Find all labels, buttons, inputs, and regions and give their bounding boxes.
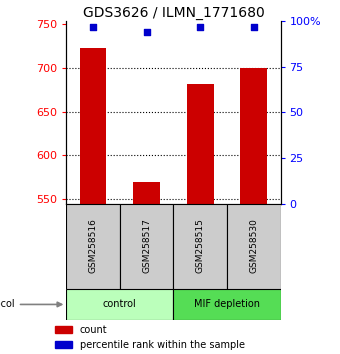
Text: protocol: protocol [0, 299, 62, 309]
Bar [55, 341, 72, 348]
Bar [80, 48, 106, 204]
Text: percentile rank within the sample: percentile rank within the sample [80, 339, 245, 350]
Bar [173, 289, 280, 320]
Bar [55, 326, 72, 333]
Bar [120, 204, 173, 289]
Point [198, 24, 203, 29]
Point [144, 29, 149, 35]
Text: count: count [80, 325, 107, 335]
Bar [187, 84, 214, 204]
Bar [133, 182, 160, 204]
Point [90, 24, 96, 29]
Text: MIF depletion: MIF depletion [194, 299, 260, 309]
Text: control: control [103, 299, 137, 309]
Bar [66, 289, 173, 320]
Text: GSM258516: GSM258516 [89, 218, 98, 274]
Point [251, 24, 256, 29]
Bar [66, 204, 120, 289]
Bar [240, 68, 267, 204]
Bar [227, 204, 280, 289]
Title: GDS3626 / ILMN_1771680: GDS3626 / ILMN_1771680 [83, 6, 264, 20]
Text: GSM258530: GSM258530 [249, 218, 258, 274]
Text: GSM258515: GSM258515 [196, 218, 205, 274]
Text: GSM258517: GSM258517 [142, 218, 151, 274]
Bar [173, 204, 227, 289]
